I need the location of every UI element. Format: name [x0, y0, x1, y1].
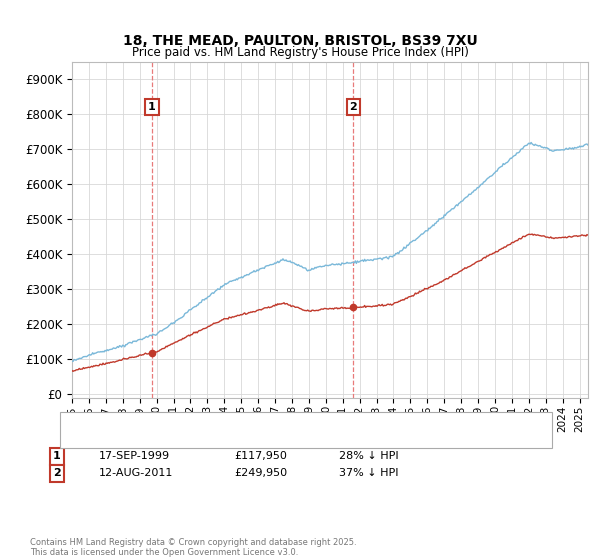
Text: HPI: Average price, detached house, Bath and North East Somerset: HPI: Average price, detached house, Bath…	[99, 430, 435, 440]
Text: Price paid vs. HM Land Registry's House Price Index (HPI): Price paid vs. HM Land Registry's House …	[131, 46, 469, 59]
Text: Contains HM Land Registry data © Crown copyright and database right 2025.
This d: Contains HM Land Registry data © Crown c…	[30, 538, 356, 557]
Text: 37% ↓ HPI: 37% ↓ HPI	[339, 468, 398, 478]
Text: 18, THE MEAD, PAULTON, BRISTOL, BS39 7XU: 18, THE MEAD, PAULTON, BRISTOL, BS39 7XU	[122, 34, 478, 48]
Text: 18, THE MEAD, PAULTON, BRISTOL, BS39 7XU (detached house): 18, THE MEAD, PAULTON, BRISTOL, BS39 7XU…	[99, 415, 416, 425]
Text: £117,950: £117,950	[234, 451, 287, 461]
Text: £249,950: £249,950	[234, 468, 287, 478]
Text: 17-SEP-1999: 17-SEP-1999	[99, 451, 170, 461]
Text: 12-AUG-2011: 12-AUG-2011	[99, 468, 173, 478]
Text: ——: ——	[75, 413, 100, 427]
Text: 2: 2	[53, 468, 61, 478]
Text: 1: 1	[53, 451, 61, 461]
Text: 2: 2	[349, 102, 357, 112]
Text: ——: ——	[75, 428, 100, 442]
Text: 28% ↓ HPI: 28% ↓ HPI	[339, 451, 398, 461]
Text: 1: 1	[148, 102, 156, 112]
